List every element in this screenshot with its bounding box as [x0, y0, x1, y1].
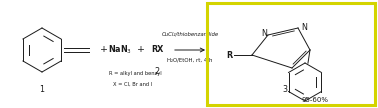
Text: R: R: [226, 51, 232, 60]
Text: NaN$_3$: NaN$_3$: [108, 44, 132, 56]
Text: +: +: [100, 45, 108, 55]
Text: CuCl₂/thiobenzanilide: CuCl₂/thiobenzanilide: [161, 31, 218, 36]
Text: R = alkyl and benzyl: R = alkyl and benzyl: [108, 71, 161, 76]
Text: +: +: [137, 45, 145, 55]
Text: N: N: [301, 22, 307, 32]
Text: N: N: [261, 29, 267, 37]
Text: 3: 3: [282, 86, 288, 94]
Bar: [207, 3, 375, 105]
Text: H₂O/EtOH, rt, 4 h: H₂O/EtOH, rt, 4 h: [167, 58, 213, 63]
Text: 95-60%: 95-60%: [302, 97, 328, 103]
Text: 1: 1: [39, 86, 45, 94]
Text: 2: 2: [155, 68, 160, 76]
Text: RX: RX: [151, 45, 163, 55]
Text: X = Cl, Br and I: X = Cl, Br and I: [113, 82, 153, 87]
